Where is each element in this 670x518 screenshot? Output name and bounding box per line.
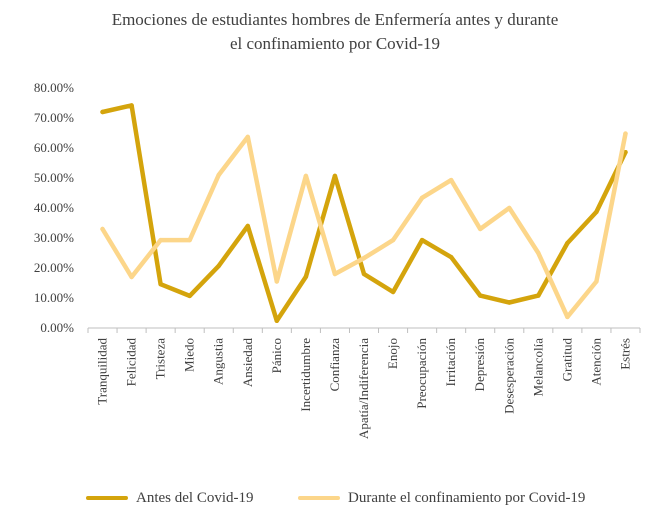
data-point: [216, 263, 221, 269]
data-point: [623, 150, 628, 155]
x-tick-label: Depresión: [472, 338, 487, 392]
legend-label-antes: Antes del Covid-19: [136, 489, 254, 506]
legend-swatch-durante: [298, 496, 340, 500]
chart-title: Emociones de estudiantes hombres de Enfe…: [0, 8, 670, 56]
legend-label-durante: Durante el confinamiento por Covid-19: [348, 489, 586, 506]
data-point: [129, 274, 134, 280]
y-tick-label: 60.00%: [34, 140, 74, 155]
data-point: [303, 173, 309, 179]
x-tick-label: Atención: [588, 338, 603, 386]
y-tick-label: 70.00%: [34, 110, 74, 125]
data-point: [274, 279, 280, 284]
y-tick-label: 0.00%: [40, 320, 74, 335]
data-point: [419, 237, 425, 243]
chart-axes: [87, 327, 641, 333]
legend-item-durante: Durante el confinamiento por Covid-19: [298, 484, 585, 512]
data-point: [245, 134, 250, 140]
data-point: [507, 300, 512, 305]
data-point: [100, 109, 105, 115]
legend-swatch-antes: [86, 496, 128, 500]
y-tick-label: 10.00%: [34, 290, 74, 305]
data-point: [478, 226, 483, 232]
data-point: [332, 173, 338, 179]
x-tick-label: Melancolía: [530, 338, 545, 397]
series-line-durante: [100, 131, 628, 320]
x-tick-label: Irritación: [443, 338, 458, 387]
x-tick-label: Desesperación: [501, 338, 516, 414]
x-tick-label: Gratitud: [559, 338, 574, 382]
x-tick-label: Enojo: [385, 338, 400, 369]
data-point: [536, 250, 541, 256]
y-tick-label: 50.00%: [34, 170, 74, 185]
data-point: [419, 195, 425, 200]
chart-series: [100, 103, 628, 324]
data-point: [361, 255, 367, 261]
y-axis-tick-labels: 0.00% 10.00% 20.00% 30.00% 40.00% 50.00% 60.00…: [34, 80, 74, 335]
data-point: [158, 237, 163, 243]
data-point: [187, 237, 192, 243]
data-point: [623, 131, 628, 136]
x-tick-label: Tranquilidad: [95, 338, 110, 405]
x-tick-label: Ansiedad: [240, 338, 255, 388]
data-point: [187, 293, 192, 299]
data-point: [216, 172, 221, 178]
data-point: [100, 226, 105, 232]
data-point: [129, 103, 134, 108]
data-point: [303, 274, 309, 279]
data-point: [361, 271, 367, 277]
x-axis-tick-labels: Tranquilidad Felicidad Tristeza Miedo Angust…: [95, 338, 633, 440]
data-point: [565, 314, 570, 320]
data-point: [274, 318, 280, 323]
x-tick-label: Tristeza: [153, 338, 168, 380]
data-point: [332, 271, 338, 277]
x-tick-label: Preocupación: [414, 338, 429, 409]
data-point: [245, 223, 250, 229]
y-tick-label: 20.00%: [34, 260, 74, 275]
y-tick-label: 80.00%: [34, 80, 74, 95]
x-tick-label: Pánico: [269, 338, 284, 373]
data-point: [390, 237, 396, 243]
x-tick-label: Angustia: [211, 338, 226, 385]
data-point: [478, 293, 483, 298]
chart-title-line-2: el confinamiento por Covid-19: [229, 34, 441, 53]
series-line-antes: [100, 103, 628, 324]
data-point: [507, 205, 512, 211]
x-tick-label: Felicidad: [124, 338, 139, 387]
data-point: [158, 282, 163, 287]
y-tick-label: 40.00%: [34, 200, 74, 215]
y-tick-label: 30.00%: [34, 230, 74, 245]
x-tick-label: Incertidumbre: [298, 338, 313, 412]
x-tick-label: Miedo: [182, 338, 197, 372]
data-point: [536, 293, 541, 298]
x-tick-label: Estrés: [617, 338, 632, 370]
data-point: [594, 209, 599, 215]
data-point: [448, 177, 454, 183]
x-tick-label: Apatía/Indiferencia: [356, 338, 371, 439]
data-point: [448, 255, 454, 260]
x-tick-label: Confianza: [327, 338, 342, 392]
data-point: [594, 279, 599, 284]
data-point: [390, 289, 396, 295]
chart-legend: Antes del Covid-19 Durante el confinamie…: [0, 484, 670, 512]
data-point: [565, 240, 570, 246]
chart-title-line-1: Emociones de estudiantes hombres de Enfe…: [111, 10, 559, 29]
legend-item-antes: Antes del Covid-19: [86, 484, 254, 512]
